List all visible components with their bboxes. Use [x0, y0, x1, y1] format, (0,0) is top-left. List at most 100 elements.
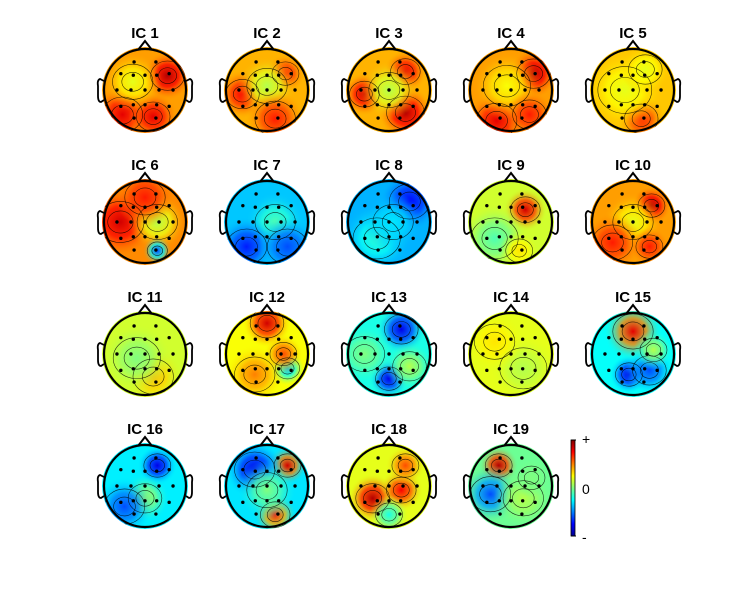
- nose: [137, 435, 153, 447]
- electrode-dot: [253, 337, 258, 341]
- topoplot-title: IC 18: [371, 421, 407, 438]
- electrode-dot: [607, 203, 611, 208]
- electrode-dot: [533, 467, 537, 472]
- topoplot-title: IC 5: [619, 25, 647, 42]
- right-ear: [551, 342, 560, 367]
- electrode-dot: [132, 456, 136, 460]
- electrode-dot: [533, 500, 537, 505]
- electrode-dot: [387, 337, 391, 341]
- left-ear: [96, 342, 105, 367]
- electrode-dot: [655, 104, 659, 109]
- topoplot-title: IC 14: [493, 289, 530, 306]
- electrode-dot: [251, 484, 255, 488]
- left-ear: [340, 210, 349, 235]
- electrode-dot: [411, 104, 415, 109]
- electrode-dot: [241, 368, 245, 373]
- electrode-dot: [289, 500, 293, 505]
- electrode-dot: [154, 205, 159, 209]
- colorbar-label-plus: +: [582, 431, 590, 447]
- electrode-dot: [254, 456, 258, 460]
- electrode-dot: [520, 456, 524, 460]
- topoplot-ic-6: IC 6: [96, 157, 194, 265]
- topoplot-ic-15: IC 15: [584, 289, 682, 397]
- electrode-dot: [655, 236, 659, 241]
- electrode-dot: [523, 88, 527, 92]
- electrode-dot: [254, 192, 258, 196]
- electrode-dot: [154, 469, 159, 473]
- electrode-dot: [373, 88, 377, 92]
- electrode-dot: [119, 500, 123, 505]
- electrode-dot: [276, 324, 280, 328]
- electrode-dot: [265, 73, 269, 77]
- electrode-dot: [359, 88, 363, 92]
- electrode-dot: [115, 220, 119, 224]
- electrode-dot: [485, 500, 489, 505]
- right-ear: [673, 78, 682, 103]
- nose: [259, 171, 275, 183]
- electrode-dot: [363, 203, 367, 208]
- electrode-dot: [237, 352, 241, 356]
- electrode-dot: [509, 73, 513, 77]
- electrode-dot: [363, 467, 367, 472]
- electrode-dot: [398, 324, 402, 328]
- electrode-dot: [655, 71, 659, 76]
- right-ear: [551, 78, 560, 103]
- electrode-dot: [293, 484, 297, 488]
- electrode-dot: [167, 368, 171, 373]
- electrode-dot: [289, 203, 293, 208]
- electrode-dot: [642, 73, 647, 77]
- nose: [137, 171, 153, 183]
- electrode-dot: [509, 367, 513, 371]
- electrode-dot: [497, 235, 502, 239]
- electrode-dot: [375, 235, 380, 239]
- electrode-dot: [276, 367, 281, 371]
- electrode-dot: [497, 103, 502, 107]
- electrode-dot: [241, 236, 245, 241]
- electrode-dot: [154, 337, 159, 341]
- electrode-dot: [398, 248, 402, 252]
- electrode-dot: [631, 220, 635, 224]
- right-ear: [307, 210, 316, 235]
- nose: [259, 39, 275, 51]
- electrode-dot: [265, 88, 269, 92]
- electrode-dot: [655, 335, 659, 340]
- electrode-dot: [363, 500, 367, 505]
- electrode-dot: [387, 235, 391, 239]
- topoplot-title: IC 10: [615, 157, 651, 174]
- electrode-dot: [411, 71, 415, 76]
- topoplot-title: IC 9: [497, 157, 525, 174]
- electrode-dot: [509, 220, 513, 224]
- electrode-dot: [485, 467, 489, 472]
- electrode-dot: [253, 73, 258, 77]
- topoplot-ic-1: IC 1: [96, 25, 194, 133]
- electrode-dot: [167, 71, 171, 76]
- electrode-dot: [171, 220, 175, 224]
- electrode-dot: [398, 367, 403, 371]
- electrode-dot: [375, 337, 380, 341]
- electrode-dot: [642, 116, 646, 120]
- electrode-dot: [642, 324, 646, 328]
- electrode-dot: [620, 248, 624, 252]
- electrode-dot: [167, 203, 171, 208]
- nose: [381, 39, 397, 51]
- electrode-dot: [509, 88, 513, 92]
- electrode-dot: [495, 88, 499, 92]
- electrode-dot: [359, 220, 363, 224]
- electrode-dot: [376, 248, 380, 252]
- electrode-dot: [398, 60, 402, 64]
- electrode-dot: [607, 335, 611, 340]
- electrode-dot: [251, 352, 255, 356]
- topoplot-ic-19: IC 19: [462, 421, 560, 529]
- topoplot-title: IC 15: [615, 289, 651, 306]
- left-ear: [462, 210, 471, 235]
- electrode-dot: [265, 352, 269, 356]
- electrode-dot: [620, 192, 624, 196]
- right-ear: [429, 342, 438, 367]
- electrode-dot: [498, 60, 502, 64]
- left-ear: [218, 474, 227, 499]
- electrode-dot: [154, 192, 158, 196]
- scalp-field: [224, 443, 310, 529]
- electrode-dot: [498, 324, 502, 328]
- electrode-dot: [237, 484, 241, 488]
